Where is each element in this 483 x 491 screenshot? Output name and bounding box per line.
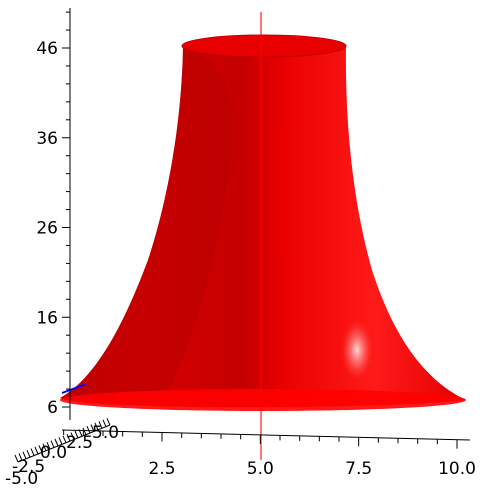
depth-tick — [18, 453, 23, 461]
depth-tick-label: 0.0 — [40, 443, 67, 463]
depth-tick — [94, 422, 99, 431]
depth-tick — [54, 438, 59, 447]
depth-tick — [78, 429, 83, 437]
depth-tick — [86, 426, 91, 434]
surface-left-shadow — [60, 46, 233, 405]
x-tick-label: 5.0 — [247, 459, 274, 479]
x-axis: 2.5 5.0 7.5 10.0 — [61, 429, 476, 479]
depth-tick — [82, 427, 87, 435]
depth-tick-label: -5.0 — [5, 469, 38, 489]
z-tick-label: 46 — [36, 39, 58, 59]
depth-tick — [90, 424, 95, 432]
depth-tick-label: 5.0 — [92, 423, 119, 443]
depth-tick-label: 2.5 — [66, 433, 93, 453]
depth-tick — [106, 418, 111, 426]
surface — [60, 34, 466, 411]
x-axis-line — [61, 429, 471, 441]
z-tick-label: 6 — [47, 398, 58, 418]
depth-tick — [50, 440, 55, 448]
z-axis: 6 16 26 36 46 — [36, 8, 71, 420]
x-tick-label: 10.0 — [438, 459, 476, 479]
surface-top-rim — [181, 34, 347, 58]
depth-tick — [42, 443, 47, 451]
depth-tick — [34, 446, 39, 455]
depth-tick — [102, 419, 107, 427]
depth-tick — [66, 434, 71, 442]
depth-tick — [98, 421, 103, 429]
depth-tick — [26, 450, 31, 458]
x-tick-label: 2.5 — [148, 459, 175, 479]
depth-axis: -5.0-2.50.02.55.0 — [5, 418, 119, 489]
depth-tick — [62, 435, 67, 443]
depth-tick — [74, 430, 79, 439]
x-tick-label: 7.5 — [345, 459, 372, 479]
depth-tick — [30, 448, 35, 456]
depth-tick — [46, 442, 51, 450]
z-tick-label: 16 — [36, 308, 58, 328]
depth-tick — [38, 445, 43, 453]
depth-tick — [22, 451, 27, 459]
surface-base-rim — [60, 389, 466, 411]
depth-tick — [58, 437, 63, 445]
depth-tick — [14, 454, 19, 463]
z-tick-label: 36 — [36, 129, 58, 149]
depth-tick — [70, 432, 75, 440]
depth-tick-label: -2.5 — [12, 457, 45, 477]
z-tick-label: 26 — [36, 219, 58, 239]
depth-axis-baseline — [17, 424, 111, 463]
depth-axis-line — [61, 383, 87, 394]
surface-highlight — [339, 316, 375, 384]
